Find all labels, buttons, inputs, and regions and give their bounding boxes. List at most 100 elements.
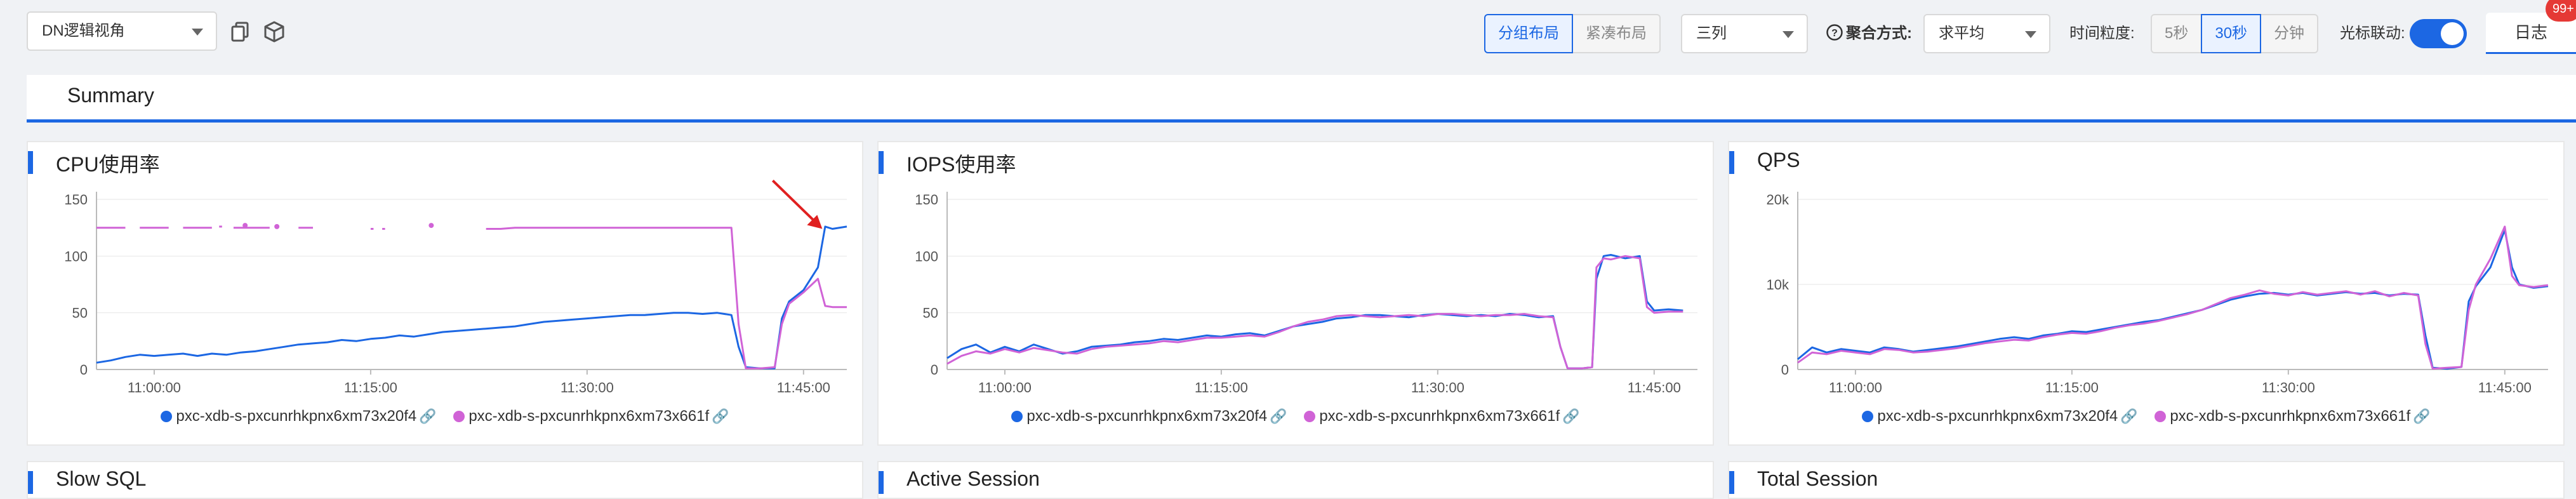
y-tick-label: 50	[923, 305, 938, 321]
data-point[interactable]	[242, 223, 248, 229]
y-tick-label: 0	[80, 362, 88, 378]
y-tick-label: 100	[64, 248, 88, 264]
panel-title: Total Session	[1757, 467, 1878, 490]
chart-legend: pxc-xdb-s-pxcunrhkpnx6xm73x20f4 🔗 pxc-xdb…	[28, 408, 862, 425]
series-line-2[interactable]	[486, 227, 847, 369]
data-point[interactable]	[274, 223, 280, 229]
help-icon[interactable]: ?	[1826, 23, 1843, 41]
granularity-5s-button[interactable]: 5秒	[2151, 14, 2203, 53]
cursor-link-toggle[interactable]	[2410, 19, 2467, 48]
chart-legend: pxc-xdb-s-pxcunrhkpnx6xm73x20f4 🔗 pxc-xdb…	[1729, 408, 2563, 425]
link-icon[interactable]: 🔗	[1270, 408, 1287, 424]
panel-title: Slow SQL	[56, 467, 147, 490]
x-tick-label: 11:30:00	[561, 380, 614, 396]
panel-accent-bar	[28, 151, 33, 174]
link-icon[interactable]: 🔗	[712, 408, 729, 424]
view-select-value: DN逻辑视角	[42, 22, 125, 39]
chevron-down-icon	[2025, 31, 2036, 38]
cube-icon[interactable]	[263, 20, 286, 43]
legend-dot	[1304, 411, 1316, 422]
columns-select-value: 三列	[1696, 25, 1727, 42]
panel-accent-bar	[1729, 471, 1734, 494]
legend-label: pxc-xdb-s-pxcunrhkpnx6xm73x20f4	[1877, 408, 2118, 425]
agg-select-value: 求平均	[1939, 25, 1984, 42]
data-point[interactable]	[428, 223, 434, 229]
toolbar: DN逻辑视角 分组布局 紧凑布局 三列 ? 聚合方式: 求平均 时间粒度: 5秒…	[0, 0, 2576, 63]
panel-title: Active Session	[906, 467, 1040, 490]
layout-grouped-button[interactable]: 分组布局	[1484, 14, 1573, 53]
granularity-toggle: 5秒 30秒 分钟	[2151, 14, 2319, 53]
legend-label: pxc-xdb-s-pxcunrhkpnx6xm73x661f	[2170, 408, 2411, 425]
toggle-knob	[2441, 22, 2464, 45]
panel-title: QPS	[1757, 149, 1800, 171]
legend-item[interactable]: pxc-xdb-s-pxcunrhkpnx6xm73x20f4 🔗	[161, 408, 437, 425]
columns-select[interactable]: 三列	[1681, 14, 1808, 53]
link-icon[interactable]: 🔗	[2413, 408, 2431, 424]
panel-accent-bar	[879, 471, 884, 494]
panel-active-session: Active Session	[877, 461, 1714, 499]
y-tick-label: 0	[1781, 362, 1789, 378]
x-tick-label: 11:30:00	[2262, 380, 2315, 396]
y-tick-label: 100	[915, 248, 938, 264]
legend-label: pxc-xdb-s-pxcunrhkpnx6xm73x20f4	[176, 408, 417, 425]
link-icon[interactable]: 🔗	[1562, 408, 1580, 424]
series-line-2[interactable]	[1797, 225, 2549, 370]
legend-label: pxc-xdb-s-pxcunrhkpnx6xm73x661f	[1319, 408, 1560, 425]
panel-title: CPU使用率	[56, 153, 160, 176]
legend-label: pxc-xdb-s-pxcunrhkpnx6xm73x661f	[468, 408, 710, 425]
panel-accent-bar	[1729, 151, 1734, 174]
granularity-30s-button[interactable]: 30秒	[2201, 14, 2262, 53]
legend-label: pxc-xdb-s-pxcunrhkpnx6xm73x20f4	[1026, 408, 1268, 425]
link-icon[interactable]: 🔗	[419, 408, 437, 424]
y-tick-label: 150	[915, 192, 938, 208]
legend-dot	[161, 411, 173, 422]
panel-title: IOPS使用率	[906, 153, 1016, 176]
y-tick-label: 10k	[1767, 277, 1789, 293]
panel-accent-bar	[28, 471, 33, 494]
panel-cpu: CPU使用率 0 50 100 150 11:00:00 11:15:00 11:30:00…	[27, 141, 863, 446]
legend-item[interactable]: pxc-xdb-s-pxcunrhkpnx6xm73x661f 🔗	[453, 408, 729, 425]
series-line-2[interactable]	[946, 255, 1683, 369]
svg-text:?: ?	[1831, 28, 1838, 39]
legend-dot	[1862, 411, 1874, 422]
x-tick-label: 11:00:00	[978, 380, 1032, 396]
agg-select[interactable]: 求平均	[1923, 14, 2050, 53]
copy-icon[interactable]	[230, 20, 253, 43]
layout-compact-button[interactable]: 紧凑布局	[1572, 14, 1661, 53]
chevron-down-icon	[192, 29, 203, 36]
cpu-chart[interactable]: 0 50 100 150 11:00:00 11:15:00 11:30:00 11:45:0…	[28, 142, 865, 447]
legend-item[interactable]: pxc-xdb-s-pxcunrhkpnx6xm73x20f4 🔗	[1011, 408, 1287, 425]
x-tick-label: 11:15:00	[344, 380, 397, 396]
panel-accent-bar	[879, 151, 884, 174]
legend-item[interactable]: pxc-xdb-s-pxcunrhkpnx6xm73x20f4 🔗	[1862, 408, 2138, 425]
view-select[interactable]: DN逻辑视角	[27, 11, 217, 51]
legend-dot	[453, 411, 465, 422]
panel-total-session: Total Session	[1728, 461, 2565, 499]
granularity-minute-button[interactable]: 分钟	[2260, 14, 2319, 53]
legend-dot	[2154, 411, 2167, 422]
panel-qps: QPS 0 10k 20k 11:00:00 11:15:00 11:30:00 11:45…	[1728, 141, 2565, 446]
agg-label: 聚合方式:	[1846, 25, 1912, 42]
layout-toggle: 分组布局 紧凑布局	[1484, 14, 1661, 53]
y-tick-label: 20k	[1767, 192, 1789, 208]
legend-item[interactable]: pxc-xdb-s-pxcunrhkpnx6xm73x661f 🔗	[1304, 408, 1580, 425]
y-tick-label: 0	[931, 362, 938, 378]
series-line-1[interactable]	[96, 225, 847, 369]
notification-badge: 99+	[2546, 0, 2576, 22]
series-line-1[interactable]	[1797, 229, 2549, 370]
link-icon[interactable]: 🔗	[2120, 408, 2138, 424]
legend-item[interactable]: pxc-xdb-s-pxcunrhkpnx6xm73x661f 🔗	[2154, 408, 2431, 425]
legend-dot	[1011, 411, 1023, 422]
iops-chart[interactable]: 0 50 100 150 11:00:00 11:15:00 11:30:00 11:45:0…	[879, 142, 1715, 447]
qps-chart[interactable]: 0 10k 20k 11:00:00 11:15:00 11:30:00 11:45:00	[1729, 142, 2566, 447]
chevron-down-icon	[1783, 31, 1794, 38]
summary-title: Summary	[67, 84, 154, 107]
annotation-arrow-icon	[771, 180, 823, 229]
x-tick-label: 11:15:00	[1195, 380, 1248, 396]
x-tick-label: 11:45:00	[777, 380, 830, 396]
x-tick-label: 11:30:00	[1411, 380, 1464, 396]
tab-log-label: 日志	[2514, 23, 2547, 42]
granularity-label: 时间粒度:	[2069, 25, 2135, 42]
chart-legend: pxc-xdb-s-pxcunrhkpnx6xm73x20f4 🔗 pxc-xdb…	[879, 408, 1713, 425]
y-tick-label: 50	[72, 305, 88, 321]
